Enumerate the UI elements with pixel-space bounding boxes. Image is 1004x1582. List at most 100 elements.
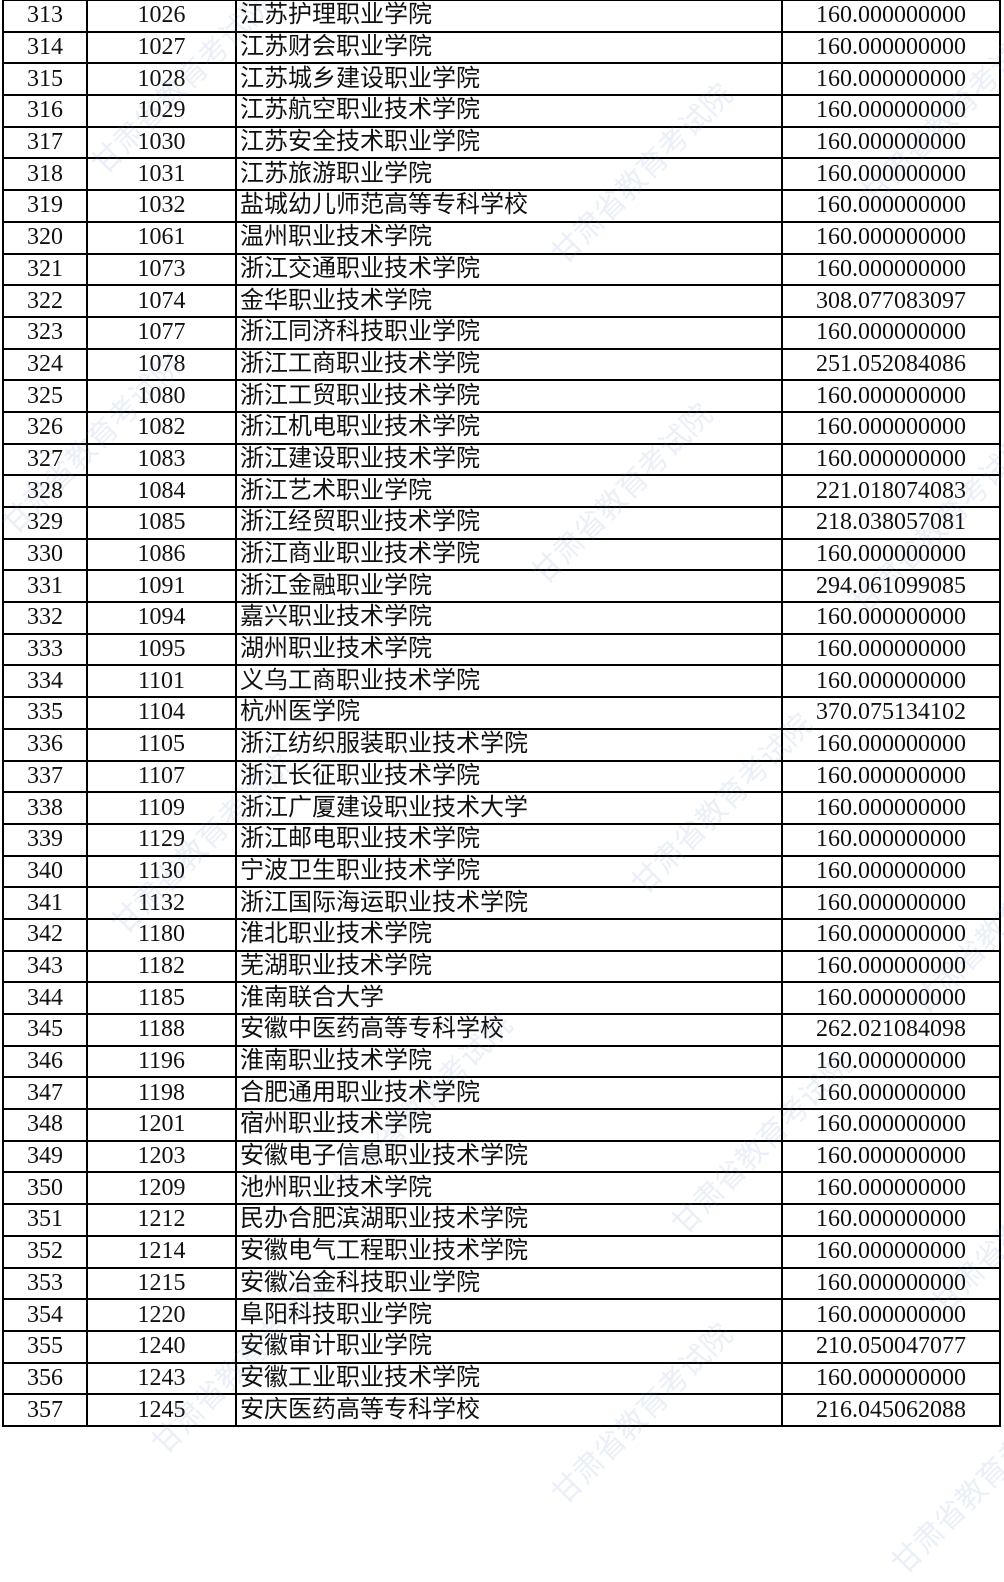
school-code: 1203 bbox=[86, 1139, 237, 1174]
school-code: 1220 bbox=[86, 1298, 237, 1332]
table-row: 334 1101 义乌工商职业技术学院 160.000000000 bbox=[2, 664, 1001, 699]
row-number: 338 bbox=[2, 791, 88, 825]
row-number: 348 bbox=[2, 1108, 88, 1142]
table-row: 324 1078 浙江工商职业技术学院 251.052084086 bbox=[2, 347, 1001, 382]
score-value: 160.000000000 bbox=[781, 1203, 1001, 1237]
row-number: 328 bbox=[2, 474, 88, 508]
table-row: 325 1080 浙江工贸职业技术学院 160.000000000 bbox=[2, 379, 1001, 413]
school-name: 浙江艺术职业学院 bbox=[235, 474, 783, 508]
school-name: 江苏旅游职业学院 bbox=[235, 157, 783, 192]
row-number: 343 bbox=[2, 949, 88, 984]
school-code: 1074 bbox=[86, 284, 237, 318]
score-value: 160.000000000 bbox=[781, 601, 1001, 635]
row-number: 349 bbox=[2, 1139, 88, 1174]
table-row: 321 1073 浙江交通职业技术学院 160.000000000 bbox=[2, 252, 1001, 287]
row-number: 350 bbox=[2, 1171, 88, 1206]
school-code: 1080 bbox=[86, 379, 237, 413]
score-value: 308.077083097 bbox=[781, 284, 1001, 318]
row-number: 351 bbox=[2, 1203, 88, 1237]
row-number: 320 bbox=[2, 220, 88, 255]
school-name: 浙江纺织服装职业技术学院 bbox=[235, 727, 783, 762]
row-number: 327 bbox=[2, 442, 88, 477]
school-code: 1185 bbox=[86, 981, 237, 1015]
school-name: 安徽电气工程职业技术学院 bbox=[235, 1234, 783, 1269]
score-value: 160.000000000 bbox=[781, 1361, 1001, 1396]
row-number: 332 bbox=[2, 601, 88, 635]
school-name: 芜湖职业技术学院 bbox=[235, 949, 783, 984]
row-number: 330 bbox=[2, 537, 88, 572]
score-value: 160.000000000 bbox=[781, 30, 1001, 65]
school-code: 1188 bbox=[86, 1013, 237, 1047]
school-code: 1083 bbox=[86, 442, 237, 477]
row-number: 318 bbox=[2, 157, 88, 192]
score-value: 160.000000000 bbox=[781, 410, 1001, 445]
school-code: 1215 bbox=[86, 1266, 237, 1301]
school-code: 1073 bbox=[86, 252, 237, 287]
table-row: 319 1032 盐城幼儿师范高等专科学校 160.000000000 bbox=[2, 189, 1001, 223]
school-code: 1132 bbox=[86, 886, 237, 920]
school-name: 浙江工商职业技术学院 bbox=[235, 347, 783, 382]
table-row: 340 1130 宁波卫生职业技术学院 160.000000000 bbox=[2, 854, 1001, 889]
score-value: 160.000000000 bbox=[781, 315, 1001, 350]
table-row: 336 1105 浙江纺织服装职业技术学院 160.000000000 bbox=[2, 727, 1001, 762]
school-code: 1201 bbox=[86, 1108, 237, 1142]
table-row: 314 1027 江苏财会职业学院 160.000000000 bbox=[2, 30, 1001, 65]
school-name: 义乌工商职业技术学院 bbox=[235, 664, 783, 699]
school-name: 金华职业技术学院 bbox=[235, 284, 783, 318]
score-value: 160.000000000 bbox=[781, 1044, 1001, 1079]
row-number: 317 bbox=[2, 125, 88, 160]
table-row: 351 1212 民办合肥滨湖职业技术学院 160.000000000 bbox=[2, 1203, 1001, 1237]
row-number: 316 bbox=[2, 94, 88, 128]
school-name: 浙江建设职业技术学院 bbox=[235, 442, 783, 477]
row-number: 322 bbox=[2, 284, 88, 318]
school-code: 1212 bbox=[86, 1203, 237, 1237]
school-name: 安徽工业职业技术学院 bbox=[235, 1361, 783, 1396]
school-code: 1026 bbox=[86, 0, 237, 33]
score-value: 160.000000000 bbox=[781, 537, 1001, 572]
table-row: 344 1185 淮南联合大学 160.000000000 bbox=[2, 981, 1001, 1015]
school-code: 1084 bbox=[86, 474, 237, 508]
school-code: 1180 bbox=[86, 917, 237, 952]
score-value: 160.000000000 bbox=[781, 664, 1001, 699]
row-number: 353 bbox=[2, 1266, 88, 1301]
school-name: 盐城幼儿师范高等专科学校 bbox=[235, 189, 783, 223]
row-number: 341 bbox=[2, 886, 88, 920]
score-value: 160.000000000 bbox=[781, 379, 1001, 413]
table-row: 316 1029 江苏航空职业技术学院 160.000000000 bbox=[2, 94, 1001, 128]
school-name: 湖州职业技术学院 bbox=[235, 632, 783, 667]
school-code: 1198 bbox=[86, 1076, 237, 1111]
school-name: 江苏护理职业学院 bbox=[235, 0, 783, 33]
table-row: 341 1132 浙江国际海运职业技术学院 160.000000000 bbox=[2, 886, 1001, 920]
table-row: 357 1245 安庆医药高等专科学校 216.045062088 bbox=[2, 1393, 1001, 1427]
school-code: 1082 bbox=[86, 410, 237, 445]
school-name: 浙江经贸职业技术学院 bbox=[235, 506, 783, 540]
score-value: 160.000000000 bbox=[781, 791, 1001, 825]
school-name: 安徽审计职业学院 bbox=[235, 1329, 783, 1364]
table-row: 335 1104 杭州医学院 370.075134102 bbox=[2, 696, 1001, 730]
table-row: 322 1074 金华职业技术学院 308.077083097 bbox=[2, 284, 1001, 318]
school-name: 浙江工贸职业技术学院 bbox=[235, 379, 783, 413]
school-code: 1182 bbox=[86, 949, 237, 984]
school-code: 1104 bbox=[86, 696, 237, 730]
school-name: 浙江金融职业学院 bbox=[235, 569, 783, 604]
school-name: 嘉兴职业技术学院 bbox=[235, 601, 783, 635]
school-name: 温州职业技术学院 bbox=[235, 220, 783, 255]
score-value: 294.061099085 bbox=[781, 569, 1001, 604]
school-code: 1028 bbox=[86, 62, 237, 97]
score-value: 160.000000000 bbox=[781, 0, 1001, 33]
school-name: 浙江交通职业技术学院 bbox=[235, 252, 783, 287]
score-value: 160.000000000 bbox=[781, 727, 1001, 762]
school-name: 杭州医学院 bbox=[235, 696, 783, 730]
row-number: 336 bbox=[2, 727, 88, 762]
table-row: 331 1091 浙江金融职业学院 294.061099085 bbox=[2, 569, 1001, 604]
school-name: 浙江同济科技职业学院 bbox=[235, 315, 783, 350]
table-row: 328 1084 浙江艺术职业学院 221.018074083 bbox=[2, 474, 1001, 508]
row-number: 344 bbox=[2, 981, 88, 1015]
score-value: 160.000000000 bbox=[781, 94, 1001, 128]
score-value: 160.000000000 bbox=[781, 1108, 1001, 1142]
school-code: 1245 bbox=[86, 1393, 237, 1427]
school-code: 1091 bbox=[86, 569, 237, 604]
row-number: 315 bbox=[2, 62, 88, 97]
score-value: 160.000000000 bbox=[781, 252, 1001, 287]
school-code: 1240 bbox=[86, 1329, 237, 1364]
